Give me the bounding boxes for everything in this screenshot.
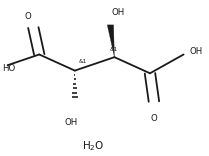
Text: O: O <box>150 114 157 123</box>
Text: &1: &1 <box>109 47 117 52</box>
Text: &1: &1 <box>79 59 87 64</box>
Text: OH: OH <box>112 8 125 17</box>
Text: OH: OH <box>64 118 78 127</box>
Text: H$_2$O: H$_2$O <box>82 139 105 153</box>
Polygon shape <box>107 25 114 57</box>
Text: O: O <box>24 12 31 21</box>
Text: OH: OH <box>190 47 203 56</box>
Text: HO: HO <box>2 64 15 73</box>
